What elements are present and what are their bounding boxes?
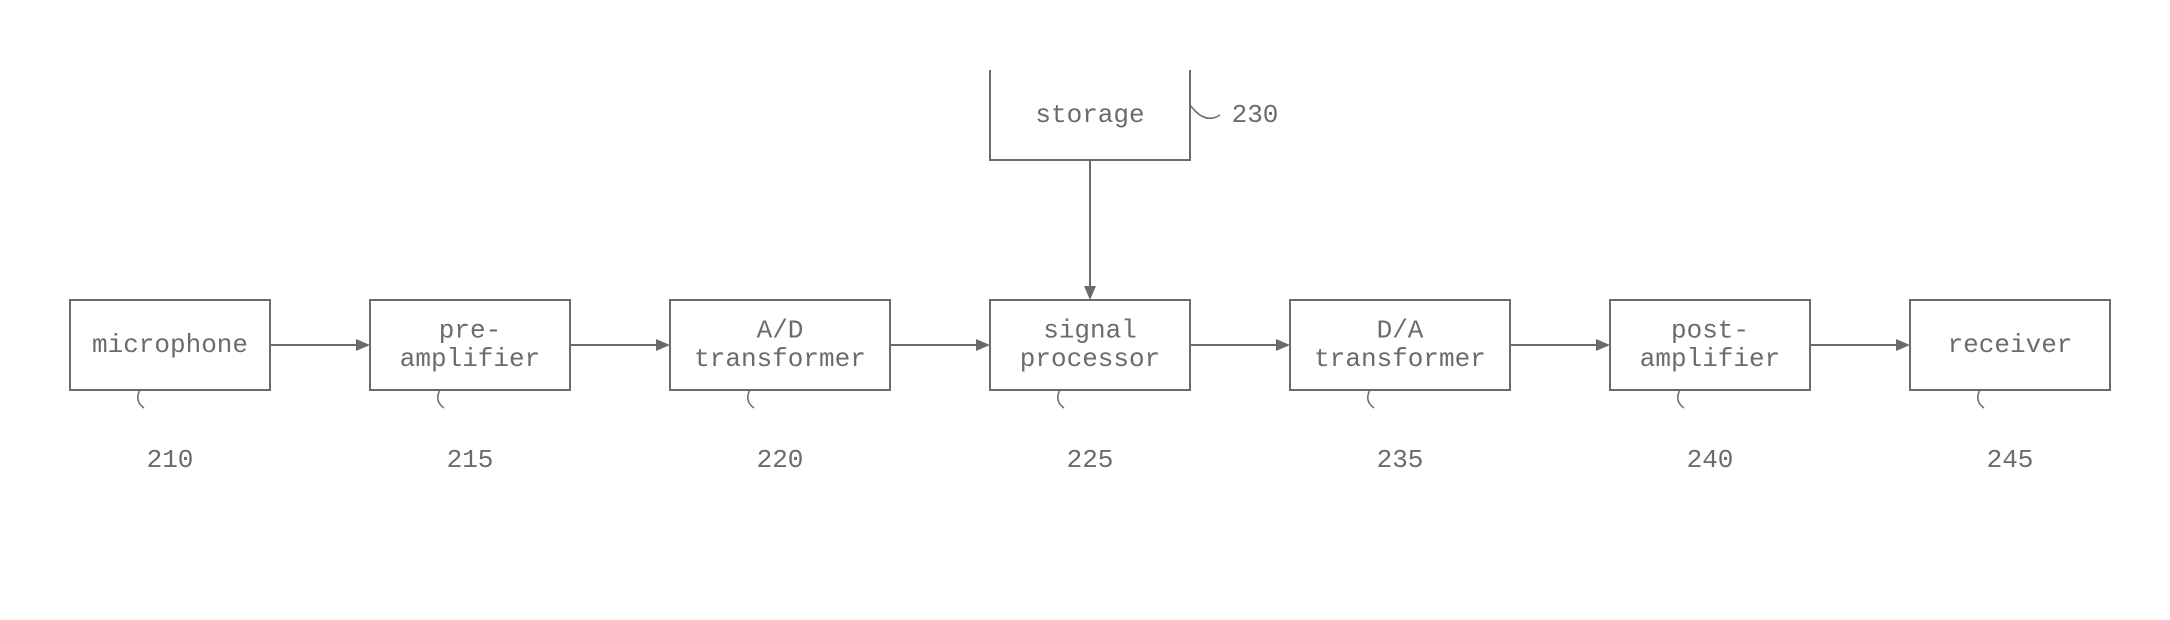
node-microphone: microphone [70, 300, 270, 390]
node-label-receiver: receiver [1948, 330, 2073, 360]
node-label-sigproc: processor [1020, 344, 1160, 374]
node-label-preamp: pre- [439, 316, 501, 346]
ref-tick-ad [748, 390, 754, 408]
node-label-sigproc: signal [1043, 316, 1137, 346]
ref-label-da: 235 [1377, 445, 1424, 475]
arrowhead [1084, 286, 1096, 300]
node-label-postamp: amplifier [1640, 344, 1780, 374]
ref-leader-storage [1190, 105, 1220, 118]
edge-preamp-to-ad [570, 339, 670, 351]
ref-tick-postamp [1678, 390, 1684, 408]
node-label-da: transformer [1314, 344, 1486, 374]
ref-tick-da [1368, 390, 1374, 408]
ref-label-preamp: 215 [447, 445, 494, 475]
edge-sigproc-to-da [1190, 339, 1290, 351]
ref-tick-preamp [438, 390, 444, 408]
node-label-preamp: amplifier [400, 344, 540, 374]
edge-storage-to-sigproc [1084, 160, 1096, 300]
node-storage: storage [990, 70, 1190, 160]
ref-label-storage: 230 [1232, 100, 1279, 130]
node-postamp: post-amplifier [1610, 300, 1810, 390]
ref-tick-microphone [138, 390, 144, 408]
arrowhead [356, 339, 370, 351]
node-preamp: pre-amplifier [370, 300, 570, 390]
node-sigproc: signalprocessor [990, 300, 1190, 390]
ref-label-microphone: 210 [147, 445, 194, 475]
ref-tick-receiver [1978, 390, 1984, 408]
edge-microphone-to-preamp [270, 339, 370, 351]
arrowhead [1276, 339, 1290, 351]
ref-label-postamp: 240 [1687, 445, 1734, 475]
block-diagram: microphonepre-amplifierA/Dtransformersig… [0, 0, 2170, 620]
edge-postamp-to-receiver [1810, 339, 1910, 351]
node-label-microphone: microphone [92, 330, 248, 360]
arrowhead [656, 339, 670, 351]
node-receiver: receiver [1910, 300, 2110, 390]
node-label-storage: storage [1035, 100, 1144, 130]
arrowhead [976, 339, 990, 351]
ref-tick-sigproc [1058, 390, 1064, 408]
ref-label-receiver: 245 [1987, 445, 2034, 475]
edge-ad-to-sigproc [890, 339, 990, 351]
edge-da-to-postamp [1510, 339, 1610, 351]
node-label-postamp: post- [1671, 316, 1749, 346]
arrowhead [1596, 339, 1610, 351]
ref-label-sigproc: 225 [1067, 445, 1114, 475]
node-label-da: D/A [1377, 316, 1424, 346]
node-ad: A/Dtransformer [670, 300, 890, 390]
arrowhead [1896, 339, 1910, 351]
node-label-ad: A/D [757, 316, 804, 346]
node-da: D/Atransformer [1290, 300, 1510, 390]
node-label-ad: transformer [694, 344, 866, 374]
ref-label-ad: 220 [757, 445, 804, 475]
